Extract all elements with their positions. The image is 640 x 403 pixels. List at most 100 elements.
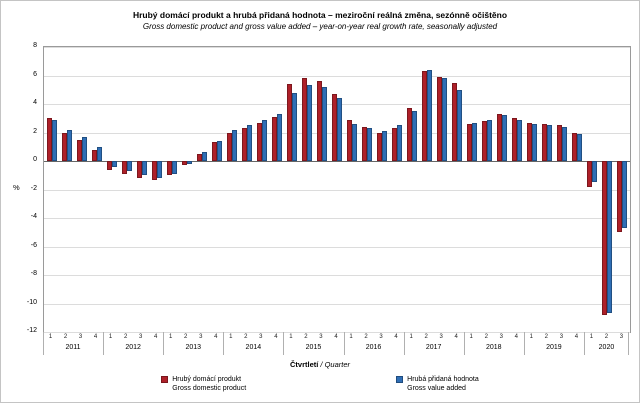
bar-gva <box>156 161 162 179</box>
quarter-tick-label: 3 <box>199 334 203 340</box>
quarter-tick-label: 1 <box>48 334 53 340</box>
bar-gva <box>472 122 478 161</box>
gridline <box>44 303 630 305</box>
quarter-tick-label: 4 <box>454 334 458 340</box>
quarter-tick-label: 3 <box>319 334 323 340</box>
bar-gdp <box>617 161 623 233</box>
legend-swatch-icon <box>396 376 404 383</box>
y-axis-ticks: 8 6 4 2 0 -2 -4 -6 -8 -10 -12 <box>1 42 40 334</box>
bar-gdp <box>226 132 232 161</box>
gridline <box>44 75 630 77</box>
quarter-tick-label: 1 <box>529 334 533 340</box>
quarter-tick-label: 1 <box>229 334 233 340</box>
quarter-tick-label: 2 <box>63 334 68 340</box>
bar-gdp <box>106 161 112 170</box>
quarter-tick-label: 2 <box>364 334 368 340</box>
quarter-tick-label: 4 <box>334 334 338 340</box>
bar-gdp <box>527 122 533 161</box>
year-tick-label: 2019 <box>546 344 562 351</box>
bar-gdp <box>362 126 368 161</box>
legend-swatch-icon <box>161 376 169 383</box>
year-separator <box>343 332 345 355</box>
year-tick-label: 2014 <box>245 344 262 351</box>
bar-gdp <box>347 119 353 161</box>
bar-gdp <box>256 122 262 161</box>
bar-gdp <box>151 161 157 180</box>
bar-gva <box>291 92 297 161</box>
bar-gva <box>547 125 553 161</box>
bar-gdp <box>241 128 247 161</box>
quarter-tick-label: 1 <box>169 334 173 340</box>
bar-gva <box>246 125 252 161</box>
bar-gdp <box>452 82 458 161</box>
quarter-tick-label: 4 <box>274 334 278 340</box>
bar-gva <box>562 126 568 161</box>
bar-gva <box>592 161 598 183</box>
bar-gdp <box>482 121 488 161</box>
quarter-tick-label: 3 <box>78 334 83 340</box>
quarter-tick-label: 2 <box>304 334 308 340</box>
year-tick-label: 2016 <box>365 344 382 351</box>
bar-gva <box>427 69 433 161</box>
bar-gva <box>502 115 508 161</box>
gridline <box>44 218 630 219</box>
bar-gva <box>111 161 117 167</box>
quarter-tick-label: 4 <box>154 334 158 340</box>
bar-gva <box>337 98 342 161</box>
bar-gdp <box>407 108 413 161</box>
y-tick-label: -12 <box>26 327 37 334</box>
quarter-tick-label: 1 <box>108 334 113 340</box>
year-separator <box>283 332 285 355</box>
quarter-tick-label: 1 <box>589 334 594 340</box>
zero-line <box>44 161 630 162</box>
year-tick-label: 2012 <box>125 344 141 351</box>
bar-gva <box>442 78 448 161</box>
bar-gdp <box>587 161 593 187</box>
y-tick-label: 8 <box>33 42 37 49</box>
bar-gdp <box>602 161 608 315</box>
bar-gdp <box>181 161 187 166</box>
year-separator <box>43 332 44 355</box>
legend: Hrubý domácí produkt Gross domestic produ… <box>1 375 639 393</box>
quarter-tick-label: 3 <box>499 334 503 340</box>
quarter-tick-label: 4 <box>514 334 518 340</box>
bar-gdp <box>316 81 322 161</box>
y-tick-label: 4 <box>33 99 37 106</box>
year-tick-label: 2013 <box>185 344 202 351</box>
bar-gdp <box>437 76 443 161</box>
bar-gva <box>367 128 373 161</box>
y-axis-label: % <box>13 183 20 192</box>
quarter-tick-label: 2 <box>484 334 488 340</box>
bar-gdp <box>557 125 563 161</box>
quarter-tick-label: 1 <box>349 334 353 340</box>
quarter-tick-label: 3 <box>259 334 263 340</box>
y-tick-label: -2 <box>30 184 37 192</box>
year-separator <box>523 332 525 355</box>
year-tick-label: 2017 <box>425 344 442 351</box>
quarter-tick-label: 1 <box>469 334 473 340</box>
bar-gva <box>216 141 222 161</box>
bar-gva <box>51 119 57 161</box>
quarter-tick-label: 1 <box>409 334 413 340</box>
chart-subtitle: Gross domestic product and gross value a… <box>142 22 498 31</box>
year-tick-label: 2020 <box>598 344 615 351</box>
legend-label: Hrubá přidaná hodnota Gross value added <box>407 376 479 393</box>
bar-gdp <box>196 153 202 161</box>
gridline <box>44 189 630 191</box>
bar-gdp <box>121 161 127 174</box>
gridline <box>44 246 630 248</box>
bar-gdp <box>512 118 518 161</box>
quarter-tick-label: 2 <box>604 334 609 340</box>
bar-gdp <box>211 142 217 161</box>
y-tick-label: -4 <box>30 213 37 220</box>
bar-gdp <box>46 118 52 161</box>
year-tick-label: 2011 <box>65 344 81 351</box>
bar-gdp <box>542 123 548 161</box>
bar-gdp <box>76 139 82 161</box>
bar-gva <box>382 131 388 161</box>
year-separator <box>223 332 225 355</box>
quarter-tick-label: 2 <box>184 334 188 340</box>
bar-gdp <box>301 78 307 161</box>
bar-gva <box>321 86 327 161</box>
x-axis-title: Čtvrtletí / Quarter <box>1 360 639 369</box>
